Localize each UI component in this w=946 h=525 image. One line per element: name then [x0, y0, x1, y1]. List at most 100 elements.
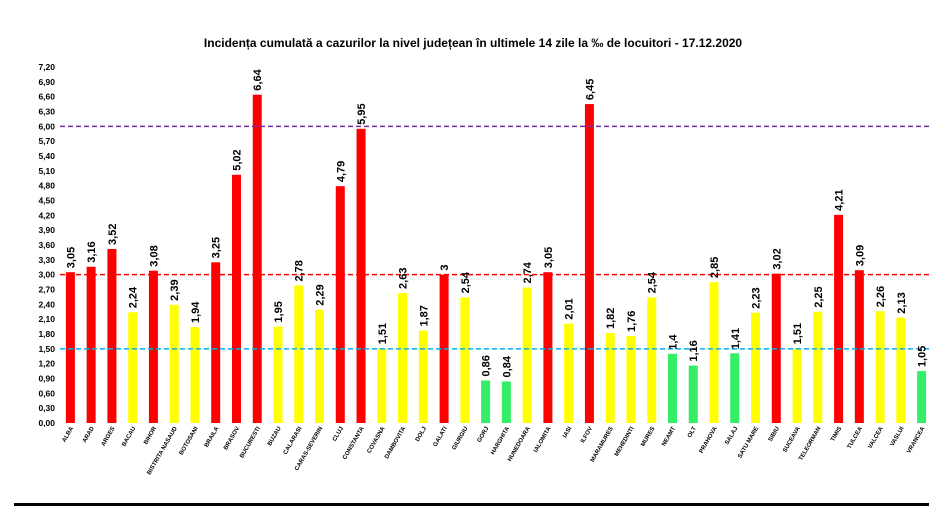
data-label: 5,95 — [356, 103, 368, 124]
data-label: 3 — [439, 265, 451, 271]
bar — [564, 323, 574, 423]
data-label: 2,74 — [522, 261, 534, 283]
bar — [377, 348, 387, 423]
x-tick-label: VALCEA — [868, 425, 886, 450]
data-label: 2,85 — [709, 257, 721, 278]
bar — [356, 128, 366, 424]
bar — [626, 335, 636, 423]
data-label: 6,45 — [584, 79, 596, 100]
x-tick-label: HUNEDOARA — [507, 425, 532, 462]
bar — [315, 309, 325, 423]
data-label: 2,26 — [875, 286, 887, 307]
y-tick-label: 2,10 — [38, 314, 55, 324]
y-tick-label: 4,20 — [38, 210, 55, 220]
x-tick-label: TELEORMAN — [798, 426, 822, 462]
bar — [107, 248, 117, 423]
y-tick-label: 6,30 — [38, 107, 55, 117]
bar — [335, 186, 345, 423]
bar — [730, 353, 740, 423]
x-tick-label: BACAU — [121, 426, 137, 448]
value-labels: 3,05 3,16 3,52 2,24 3,08 2,39 1,94 3,25 5,02 6,64… — [65, 68, 928, 377]
data-label: 0,84 — [501, 355, 513, 377]
data-label: 1,51 — [792, 323, 804, 344]
data-label: 1,94 — [190, 301, 202, 323]
data-label: 2,01 — [564, 298, 576, 319]
y-tick-label: 1,20 — [38, 359, 55, 369]
y-tick-label: 4,80 — [38, 181, 55, 191]
bar — [86, 266, 96, 423]
x-tick-label: TULCEA — [847, 425, 865, 450]
y-tick-label: 5,70 — [38, 136, 55, 146]
x-tick-label: ALBA — [62, 425, 76, 443]
y-axis: 0,00 0,30 0,60 0,90 1,20 1,50 1,80 2,10 2,40 2,70… — [38, 62, 55, 428]
x-tick-label: IALOMITA — [533, 425, 553, 453]
bar — [647, 297, 657, 423]
data-label: 1,51 — [377, 323, 389, 344]
x-tick-label: SIBIU — [768, 426, 781, 443]
data-label: 2,39 — [169, 279, 181, 300]
data-label: 2,23 — [751, 287, 763, 308]
data-label: 4,79 — [335, 161, 347, 182]
x-tick-label: GALATI — [433, 426, 449, 448]
bar — [190, 327, 200, 423]
y-tick-label: 0,90 — [38, 374, 55, 384]
data-label: 1,95 — [273, 301, 285, 322]
bar — [896, 317, 906, 423]
bar — [792, 348, 802, 423]
bar — [65, 272, 75, 423]
x-tick-label: CALARASI — [283, 426, 304, 456]
bar — [584, 104, 594, 423]
data-label: 3,05 — [543, 247, 555, 268]
y-tick-label: 6,60 — [38, 92, 55, 102]
data-label: 2,54 — [460, 271, 472, 293]
bar — [169, 304, 179, 423]
y-tick-label: 4,50 — [38, 196, 55, 206]
data-label: 3,09 — [854, 245, 866, 266]
y-tick-label: 5,10 — [38, 166, 55, 176]
data-label: 1,05 — [917, 346, 929, 367]
x-tick-label: VRANCEA — [906, 425, 926, 454]
x-tick-label: MARAMURES — [590, 426, 615, 463]
bar — [481, 380, 491, 423]
data-label: 3,16 — [86, 241, 98, 262]
data-label: 1,41 — [730, 328, 742, 349]
y-tick-label: 3,90 — [38, 225, 55, 235]
x-tick-label: ARGES — [101, 426, 117, 447]
data-label: 2,29 — [315, 284, 327, 305]
y-tick-label: 1,50 — [38, 344, 55, 354]
x-tick-label: SATU MARE — [737, 426, 760, 460]
bar — [252, 94, 262, 423]
bar — [501, 381, 511, 423]
bar — [709, 282, 719, 423]
data-label: 3,02 — [771, 248, 783, 269]
bar — [231, 174, 241, 423]
bar — [751, 312, 761, 423]
data-label: 1,82 — [605, 308, 617, 329]
data-label: 1,16 — [688, 340, 700, 361]
bottom-divider — [14, 503, 929, 506]
data-label: 5,02 — [231, 149, 243, 170]
bar — [605, 333, 615, 423]
data-label: 6,64 — [252, 68, 264, 90]
x-tick-label: HARGHITA — [490, 425, 511, 456]
bar — [667, 353, 677, 423]
x-tick-label: BOTOSANI — [179, 426, 200, 457]
chart-title: Incidența cumulată a cazurilor la nivel … — [203, 36, 743, 50]
x-tick-label: VASLUI — [890, 426, 906, 448]
bar — [128, 312, 138, 423]
x-tick-label: TIMIS — [830, 426, 843, 443]
data-label: 2,24 — [128, 286, 140, 308]
bar — [543, 272, 553, 423]
x-tick-label: BRAILA — [204, 425, 221, 448]
bar — [211, 262, 221, 423]
bar — [418, 330, 428, 423]
x-tick-label: DAMBOVITA — [384, 425, 407, 460]
y-tick-label: 2,40 — [38, 299, 55, 309]
x-tick-label: CLUJ — [332, 426, 345, 443]
y-tick-label: 3,60 — [38, 240, 55, 250]
data-label: 0,86 — [481, 355, 493, 376]
data-label: 4,21 — [834, 189, 846, 210]
data-label: 3,08 — [148, 245, 160, 266]
